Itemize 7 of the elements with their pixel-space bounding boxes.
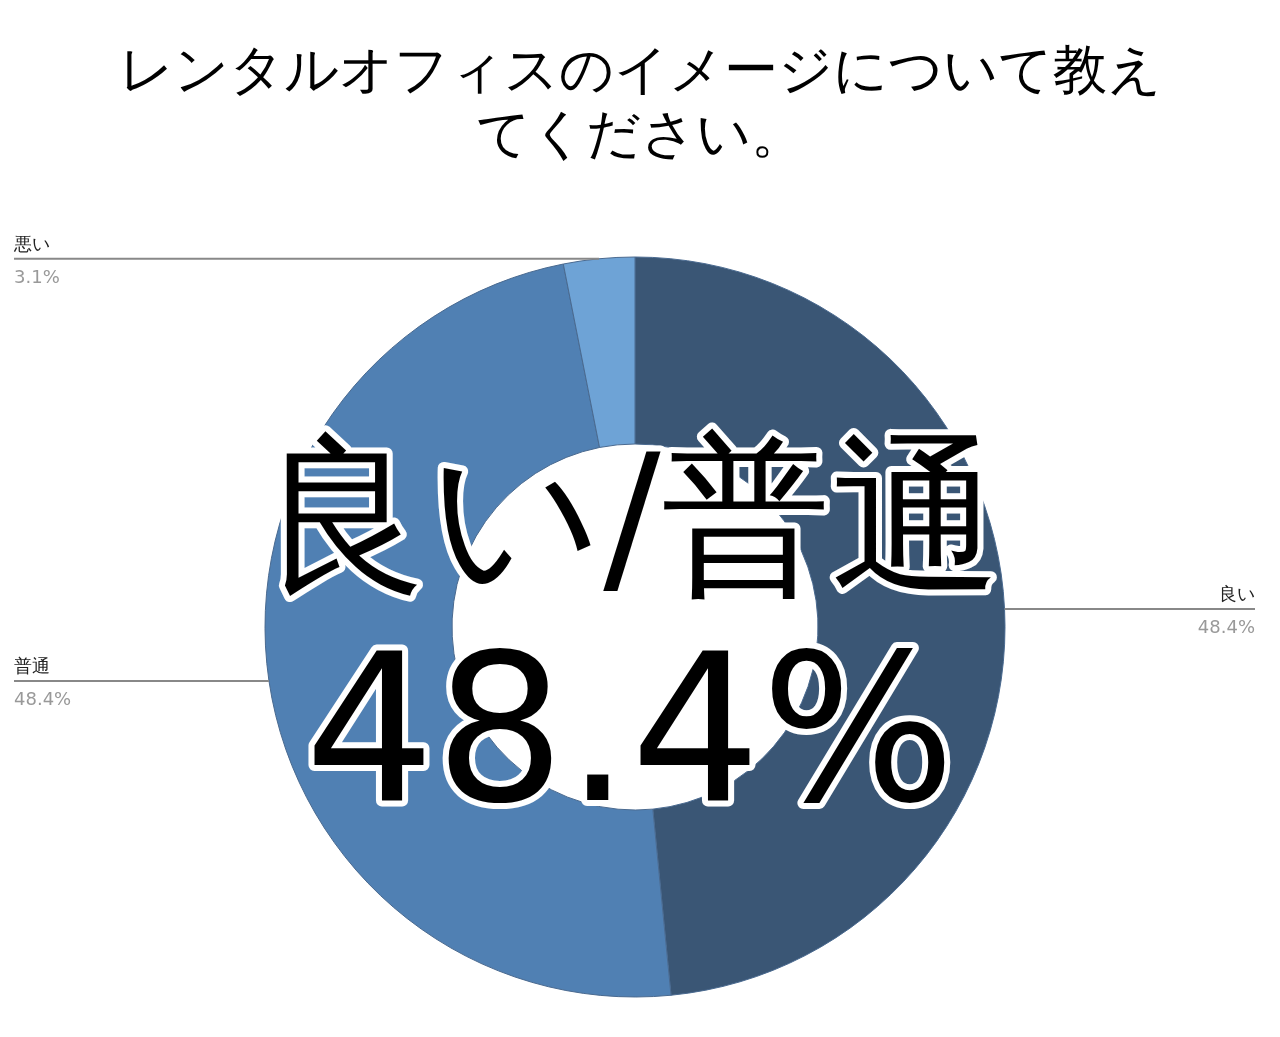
slice-label: 悪い xyxy=(13,232,50,254)
chart-title: レンタルオフィスのイメージについて教えてください。 xyxy=(117,38,1163,166)
data-label: 3.1% xyxy=(14,265,60,287)
data-label: 48.4% xyxy=(14,687,72,709)
data-label: 48.4% xyxy=(1197,615,1255,637)
slice-label: 良い xyxy=(1219,582,1255,604)
slice-label: 普通 xyxy=(14,654,50,676)
